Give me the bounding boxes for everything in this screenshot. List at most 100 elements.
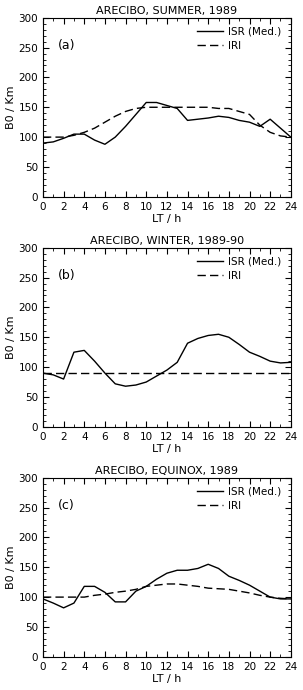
IRI [82,369,86,377]
Title: ARECIBO, SUMMER, 1989: ARECIBO, SUMMER, 1989 [96,6,238,16]
ISR (Med.) [227,333,231,342]
ISR (Med.) [268,593,272,601]
ISR (Med.) [196,115,200,124]
IRI [227,585,231,593]
ISR (Med.) [175,358,179,366]
IRI [175,103,179,111]
ISR (Med.) [248,348,251,356]
ISR (Med.) [93,582,96,591]
IRI [62,593,65,601]
ISR (Med.) [279,595,282,603]
X-axis label: LT / h: LT / h [152,444,181,455]
ISR (Med.) [41,139,45,147]
ISR (Med.) [155,99,158,107]
IRI [41,133,45,141]
IRI [248,110,251,119]
ISR (Med.) [258,587,262,595]
IRI [289,133,293,141]
ISR (Med.) [155,575,158,583]
ISR (Med.) [289,133,293,141]
IRI [279,369,282,377]
ISR (Med.) [186,339,189,347]
IRI [248,589,251,597]
ISR (Med.) [145,99,148,107]
IRI [41,593,45,601]
ISR (Med.) [237,576,241,584]
IRI [124,369,127,377]
IRI [186,369,189,377]
ISR (Med.) [165,101,169,110]
IRI [186,581,189,589]
IRI [196,369,200,377]
IRI [145,369,148,377]
ISR (Med.) [82,582,86,591]
IRI [175,580,179,588]
X-axis label: LT / h: LT / h [152,674,181,684]
ISR (Med.) [62,134,65,142]
ISR (Med.) [279,124,282,132]
ISR (Med.) [186,566,189,574]
ISR (Med.) [206,331,210,339]
Legend: ISR (Med.), IRI: ISR (Med.), IRI [195,255,283,283]
IRI [165,103,169,111]
IRI [258,369,262,377]
ISR (Med.) [165,366,169,374]
IRI [165,369,169,377]
ISR (Med.) [52,138,55,146]
IRI [196,582,200,591]
ISR (Med.) [248,581,251,589]
Text: (a): (a) [58,39,75,52]
IRI [237,587,241,595]
ISR (Med.) [186,116,189,124]
Text: (c): (c) [58,499,75,512]
IRI [155,369,158,377]
IRI [165,580,169,588]
ISR (Med.) [206,560,210,569]
ISR (Med.) [103,588,107,596]
IRI [52,593,55,601]
Line: IRI: IRI [43,584,291,599]
ISR (Med.) [113,598,117,606]
ISR (Med.) [134,587,138,595]
ISR (Med.) [93,136,96,144]
ISR (Med.) [82,346,86,355]
ISR (Med.) [145,582,148,591]
IRI [124,108,127,116]
ISR (Med.) [103,369,107,377]
Y-axis label: B0 / Km: B0 / Km [5,546,15,589]
Line: ISR (Med.): ISR (Med.) [43,334,291,386]
IRI [41,369,45,377]
ISR (Med.) [82,130,86,138]
IRI [237,369,241,377]
IRI [62,369,65,377]
Legend: ISR (Med.), IRI: ISR (Med.), IRI [195,484,283,513]
IRI [145,103,148,111]
IRI [93,124,96,132]
ISR (Med.) [52,371,55,379]
ISR (Med.) [217,112,220,120]
ISR (Med.) [237,116,241,124]
IRI [52,133,55,141]
IRI [155,581,158,589]
ISR (Med.) [227,113,231,121]
IRI [113,112,117,120]
IRI [82,593,86,601]
IRI [268,369,272,377]
IRI [93,369,96,377]
ISR (Med.) [155,372,158,380]
ISR (Med.) [41,369,45,377]
ISR (Med.) [206,114,210,122]
ISR (Med.) [72,348,76,356]
ISR (Med.) [72,599,76,607]
Line: ISR (Med.): ISR (Med.) [43,103,291,144]
ISR (Med.) [268,115,272,124]
IRI [72,131,76,139]
Line: IRI: IRI [43,107,291,137]
IRI [237,108,241,116]
Legend: ISR (Med.), IRI: ISR (Med.), IRI [195,25,283,53]
IRI [258,121,262,129]
X-axis label: LT / h: LT / h [152,215,181,224]
IRI [206,369,210,377]
Text: (b): (b) [58,269,75,282]
IRI [145,582,148,591]
